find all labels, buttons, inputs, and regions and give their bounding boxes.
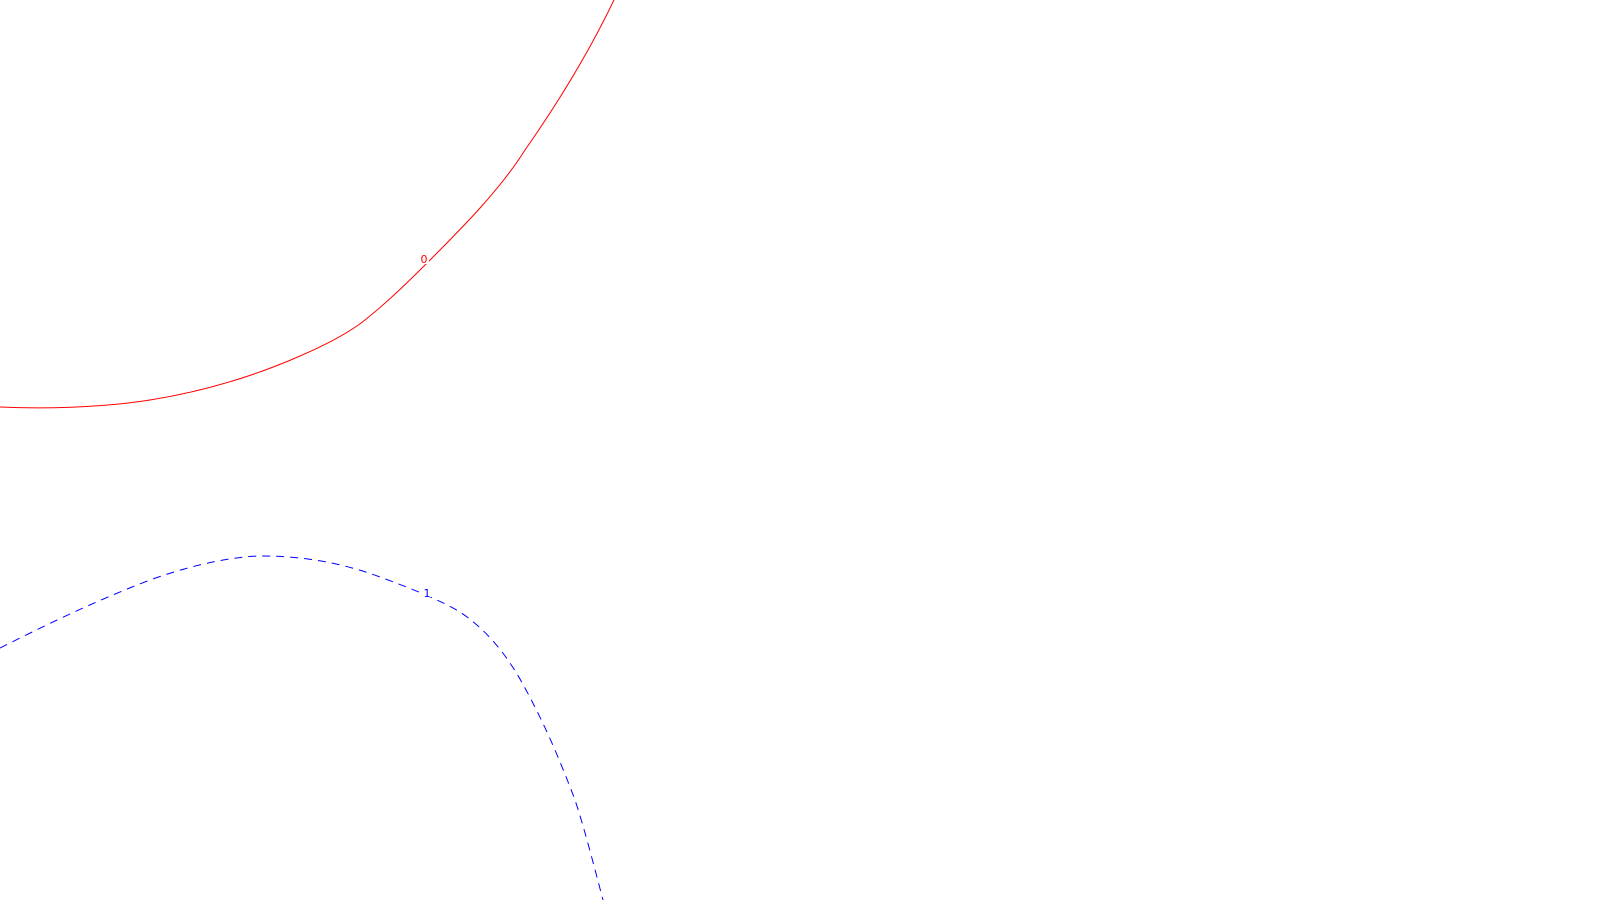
contour-line-1: [0, 555, 604, 900]
contour-line-0: [0, 0, 615, 409]
contour-label-1: 1: [424, 587, 431, 600]
contour-label-0-background: [419, 252, 429, 264]
contour-label-1-background: [422, 585, 432, 597]
contour-label-0: 0: [421, 253, 428, 266]
